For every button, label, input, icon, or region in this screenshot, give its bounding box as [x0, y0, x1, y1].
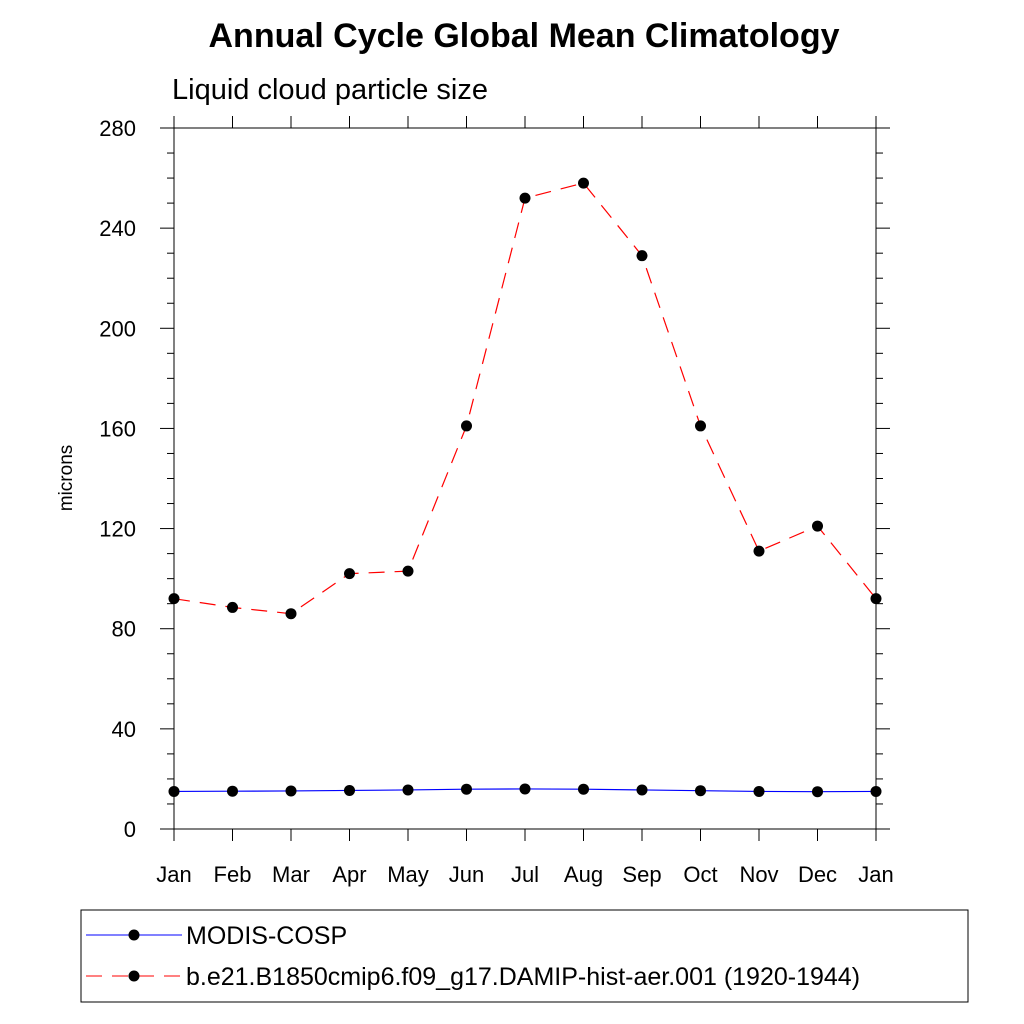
x-tick-label: May — [387, 862, 429, 887]
data-point-series-1 — [168, 593, 180, 605]
x-tick-label: Sep — [622, 862, 661, 887]
legend-marker-damip-hist-aer — [128, 970, 140, 982]
data-point-series-1 — [227, 601, 238, 613]
y-tick-label: 80 — [112, 617, 136, 642]
y-tick-label: 0 — [124, 817, 136, 842]
data-point-series-0 — [753, 785, 765, 797]
chart-title: Annual Cycle Global Mean Climatology — [209, 17, 840, 55]
data-point-series-0 — [812, 786, 823, 798]
y-tick-label: 200 — [99, 316, 136, 341]
data-point-series-1 — [285, 608, 297, 620]
data-point-series-1 — [402, 565, 414, 577]
x-tick-label: Jan — [858, 862, 893, 887]
legend: MODIS-COSP b.e21.B1850cmip6.f09_g17.DAMI… — [80, 909, 969, 1003]
data-point-series-0 — [344, 784, 355, 796]
legend-label-modis-cosp: MODIS-COSP — [186, 922, 347, 950]
data-point-series-0 — [461, 783, 472, 795]
x-tick-label: Dec — [798, 862, 837, 887]
data-point-series-1 — [461, 420, 472, 432]
x-tick-label: Jun — [449, 862, 484, 887]
data-point-series-0 — [402, 784, 414, 796]
data-point-series-0 — [578, 783, 589, 795]
x-tick-label: Jan — [156, 862, 191, 887]
series-line-1 — [173, 182, 877, 615]
data-point-series-0 — [695, 785, 706, 797]
y-tick-label: 160 — [99, 416, 136, 441]
data-point-series-1 — [695, 420, 706, 432]
y-tick-label: 280 — [99, 116, 136, 141]
chart-subtitle: Liquid cloud particle size — [172, 74, 488, 106]
data-point-series-1 — [344, 568, 355, 580]
data-point-series-0 — [227, 785, 238, 797]
data-point-series-1 — [812, 520, 823, 532]
x-tick-label: Feb — [214, 862, 252, 887]
data-point-series-1 — [870, 593, 882, 605]
plot-border — [173, 127, 877, 830]
plot-area — [168, 177, 882, 798]
data-point-series-1 — [519, 192, 531, 204]
x-axis: Jan Feb Mar Apr May Jun Jul Aug Sep Oct Nov Dec Jan — [156, 116, 894, 887]
x-tick-label: Jul — [511, 862, 539, 887]
plot-frame — [173, 127, 877, 830]
data-point-series-1 — [636, 250, 648, 262]
data-point-series-0 — [636, 784, 648, 796]
data-point-series-1 — [753, 545, 765, 557]
x-tick-label: Nov — [739, 862, 778, 887]
y-tick-label: 240 — [99, 216, 136, 241]
data-point-series-0 — [870, 785, 882, 797]
legend-box — [80, 909, 969, 1003]
legend-label-damip-hist-aer: b.e21.B1850cmip6.f09_g17.DAMIP-hist-aer.… — [186, 963, 860, 991]
y-axis-label: microns — [56, 445, 77, 512]
x-tick-label: Mar — [272, 862, 310, 887]
x-tick-label: Apr — [332, 862, 366, 887]
data-point-series-0 — [168, 785, 180, 797]
data-point-series-1 — [578, 177, 589, 189]
x-tick-label: Oct — [683, 862, 717, 887]
legend-marker-modis-cosp — [128, 929, 140, 941]
y-axis: 0 40 80 120 160 200 240 280 — [99, 116, 890, 842]
data-point-series-0 — [285, 785, 297, 797]
y-tick-label: 40 — [112, 717, 136, 742]
data-point-series-0 — [519, 783, 531, 795]
x-tick-label: Aug — [564, 862, 603, 887]
y-tick-label: 120 — [99, 517, 136, 542]
